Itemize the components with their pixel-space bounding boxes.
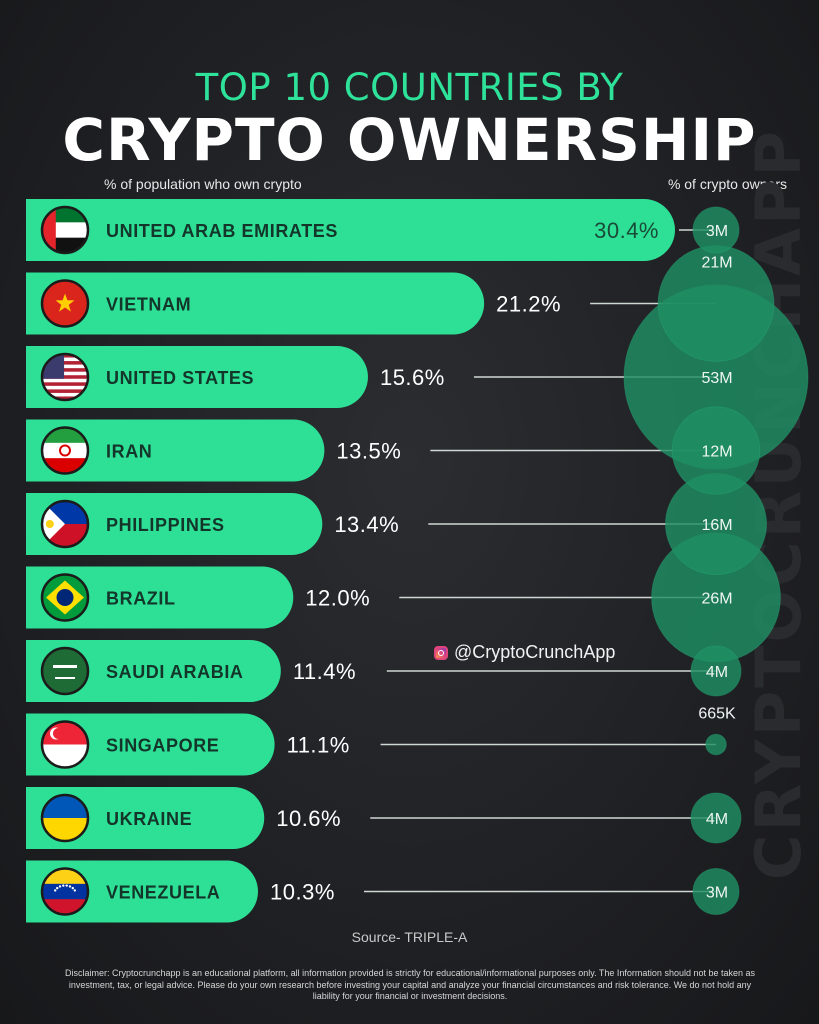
value-label: 11.4%	[293, 659, 356, 684]
chart-title-line1: TOP 10 COUNTRIES BY	[195, 66, 624, 109]
value-label: 12.0%	[305, 586, 370, 611]
venezuela-flag-icon	[40, 867, 90, 916]
value-label: 13.4%	[334, 512, 399, 537]
singapore-flag-icon	[40, 720, 90, 769]
iran-flag-icon	[40, 426, 90, 475]
country-label: BRAZIL	[106, 589, 176, 609]
country-label: VENEZUELA	[106, 883, 220, 903]
value-label: 11.1%	[287, 733, 350, 758]
bar	[26, 566, 294, 629]
social-handle[interactable]: @CryptoCrunchApp	[434, 642, 615, 663]
bubble-label: 3M	[706, 223, 728, 240]
bar	[26, 199, 675, 261]
bubble	[671, 406, 761, 495]
bubble	[690, 792, 742, 844]
bubble	[692, 868, 740, 915]
bubble-label: 665K	[698, 706, 736, 723]
brazil-flag-icon	[40, 573, 90, 622]
value-label: 10.6%	[276, 806, 341, 831]
right-axis-caption: % of crypto owners	[667, 176, 787, 192]
country-label: IRAN	[106, 442, 152, 462]
bar	[26, 346, 368, 408]
source-note: Source- TRIPLE-A	[351, 929, 468, 945]
bar-row: UKRAINE 10.6%	[26, 787, 341, 849]
country-label: PHILIPPINES	[106, 515, 225, 535]
bar-row: PHILIPPINES 13.4%	[26, 493, 399, 555]
value-label: 30.4%	[594, 218, 659, 243]
country-label: SAUDI ARABIA	[106, 662, 244, 682]
vietnam-flag-icon	[40, 279, 90, 328]
value-label: 10.3%	[270, 880, 335, 905]
bubble-label: 16M	[701, 517, 732, 534]
bubble-label: 26M	[701, 591, 732, 608]
bar-row: BRAZIL 12.0%	[26, 566, 370, 629]
philippines-flag-icon	[40, 499, 90, 549]
saudi-arabia-flag-icon	[40, 646, 90, 696]
bubble-label: 4M	[706, 664, 728, 681]
bubble	[690, 645, 742, 697]
usa-flag-icon	[40, 352, 90, 402]
bubble	[692, 206, 740, 254]
disclaimer-text: Disclaimer: Cryptocrunchapp is an educat…	[64, 968, 756, 1001]
value-label: 15.6%	[380, 365, 445, 390]
social-handle-text: @CryptoCrunchApp	[454, 642, 616, 662]
bubble-label: 4M	[706, 811, 728, 828]
instagram-icon	[434, 645, 448, 660]
bubble	[705, 733, 727, 756]
ukraine-flag-icon	[40, 793, 90, 843]
uae-flag-icon	[40, 205, 90, 255]
bar-row: UNITED STATES 15.6%	[26, 346, 445, 408]
chart-title-line2: CRYPTO OWNERSHIP	[62, 106, 757, 174]
bar-row: IRAN 13.5%	[26, 419, 401, 482]
country-label: UNITED STATES	[106, 368, 254, 388]
bar	[26, 272, 485, 335]
bubble-label: 3M	[706, 885, 728, 902]
country-label: UNITED ARAB EMIRATES	[106, 221, 338, 241]
bar-row: UNITED ARAB EMIRATES 30.4%	[26, 199, 675, 261]
country-label: SINGAPORE	[106, 736, 219, 756]
bubble-label: 21M	[701, 255, 732, 272]
bar	[26, 419, 325, 482]
bar	[26, 493, 323, 555]
bubble-label: 53M	[701, 370, 732, 387]
country-label: VIETNAM	[106, 295, 191, 315]
bar	[26, 640, 281, 702]
bar-row: SINGAPORE 11.1%	[26, 713, 350, 776]
bubble-label: 12M	[701, 444, 732, 461]
bar-row: VENEZUELA 10.3%	[26, 860, 335, 923]
value-label: 13.5%	[336, 439, 401, 464]
bar	[26, 713, 275, 776]
bar-row: SAUDI ARABIA 11.4%	[26, 640, 356, 702]
left-axis-caption: % of population who own crypto	[104, 176, 302, 192]
value-label: 21.2%	[496, 292, 561, 317]
bar-row: VIETNAM 21.2%	[26, 272, 561, 335]
country-label: UKRAINE	[106, 809, 192, 829]
